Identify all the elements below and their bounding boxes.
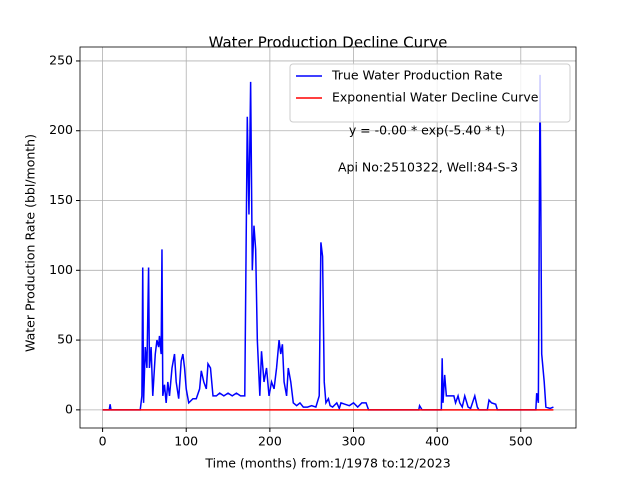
y-tick-label: 150 [49, 192, 73, 207]
x-tick-label: 500 [509, 434, 533, 449]
annotation: y = -0.00 * exp(-5.40 * t) [349, 123, 505, 138]
legend-label: Exponential Water Decline Curve [332, 90, 539, 105]
legend-label: True Water Production Rate [331, 68, 503, 83]
x-tick-label: 200 [258, 434, 282, 449]
x-tick-label: 100 [174, 434, 198, 449]
x-tick-label: 300 [342, 434, 366, 449]
x-tick-label: 400 [425, 434, 449, 449]
y-tick-label: 200 [49, 122, 73, 137]
chart-title: Water Production Decline Curve [209, 34, 448, 52]
legend-box [289, 63, 571, 123]
y-tick-label: 100 [49, 262, 73, 277]
y-tick-label: 250 [49, 52, 73, 67]
x-tick-label: 0 [99, 434, 107, 449]
x-axis-label: Time (months) from:1/1978 to:12/2023 [204, 456, 450, 471]
plot-frame [79, 46, 577, 429]
line-series [102, 74, 554, 411]
y-axis-label: Water Production Rate (bbl/month) [23, 134, 38, 352]
y-tick-label: 50 [57, 332, 73, 347]
annotation: Api No:2510322, Well:84-S-3 [338, 160, 518, 175]
y-tick-label: 0 [65, 401, 73, 416]
